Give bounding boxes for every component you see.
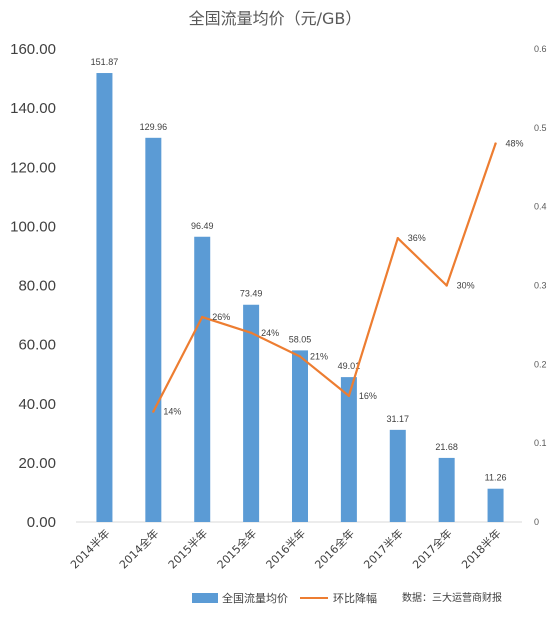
bar xyxy=(389,429,406,522)
bar-data-label: 21.68 xyxy=(435,442,458,452)
x-tick-label: 2016全年 xyxy=(312,526,357,571)
x-tick-label: 2015全年 xyxy=(214,526,259,571)
y-tick-label: 80.00 xyxy=(18,278,56,295)
line-point xyxy=(445,284,448,287)
line-data-labels: 14% 26% 24% 21% 16% 36% 30% 48% xyxy=(163,139,523,417)
bar xyxy=(145,137,162,522)
bar xyxy=(243,304,260,522)
x-tick-label: 2015半年 xyxy=(165,526,210,571)
line-data-label: 36% xyxy=(408,233,426,243)
y-axis-right: 0 0.1 0.2 0.3 0.4 0.5 0.6 xyxy=(534,44,547,527)
bar-data-label: 49.01 xyxy=(338,361,361,371)
bar-data-label: 151.87 xyxy=(91,57,119,67)
bar-data-label: 58.05 xyxy=(289,334,312,344)
legend: 全国流量均价 环比降幅 xyxy=(192,591,377,605)
y2-tick-label: 0.4 xyxy=(534,202,547,212)
bar-data-label: 73.49 xyxy=(240,289,263,299)
x-tick-label: 2014全年 xyxy=(116,526,161,571)
legend-line-label: 环比降幅 xyxy=(333,591,377,605)
y-tick-label: 60.00 xyxy=(18,337,56,354)
x-tick-label: 2017半年 xyxy=(361,526,406,571)
line-data-label: 30% xyxy=(457,281,475,291)
bar-data-label: 96.49 xyxy=(191,221,214,231)
y-tick-label: 20.00 xyxy=(18,455,56,472)
line-series xyxy=(152,142,497,413)
line-point xyxy=(298,355,302,358)
legend-bar-swatch xyxy=(192,593,218,603)
line-point xyxy=(396,237,399,240)
bar xyxy=(438,457,455,522)
legend-bar-label: 全国流量均价 xyxy=(222,591,288,605)
y2-tick-label: 0.2 xyxy=(534,359,547,369)
y2-tick-label: 0.6 xyxy=(534,44,547,54)
line-point xyxy=(152,410,155,413)
bar-data-label: 129.96 xyxy=(140,122,168,132)
line-point xyxy=(347,394,351,398)
y-tick-label: 100.00 xyxy=(10,218,56,235)
line-point xyxy=(494,142,497,145)
x-tick-label: 2017全年 xyxy=(410,526,455,571)
bar xyxy=(292,350,308,522)
y-tick-label: 0.00 xyxy=(27,514,56,531)
y-axis-left: 0.00 20.00 40.00 60.00 80.00 100.00 120.00 140.… xyxy=(10,41,56,531)
y-tick-label: 40.00 xyxy=(18,396,56,413)
y-tick-label: 140.00 xyxy=(10,100,56,117)
y2-tick-label: 0 xyxy=(534,517,539,527)
line-data-label: 24% xyxy=(261,328,279,338)
bar-data-label: 11.26 xyxy=(485,473,507,483)
bar-data-label: 31.17 xyxy=(387,414,410,424)
line-point xyxy=(249,331,253,334)
x-tick-label: 2018半年 xyxy=(458,526,503,571)
x-tick-label: 2016半年 xyxy=(263,526,308,571)
x-tick-label: 2014半年 xyxy=(67,526,112,571)
line-path xyxy=(152,143,497,413)
y-tick-label: 160.00 xyxy=(10,41,56,58)
x-axis-labels: 2014半年 2014全年 2015半年 2015全年 2016半年 2016全年 2017… xyxy=(67,526,503,571)
chart-title: 全国流量均价（元/GB） xyxy=(189,9,362,28)
line-point xyxy=(201,315,204,319)
source-note: 数据：三大运营商财报 xyxy=(402,591,502,604)
bar xyxy=(194,236,211,522)
bar xyxy=(340,377,357,522)
line-data-label: 21% xyxy=(310,351,328,361)
bar xyxy=(96,73,113,523)
line-data-label: 14% xyxy=(163,407,181,417)
y-tick-label: 120.00 xyxy=(10,159,56,176)
y2-tick-label: 0.3 xyxy=(534,281,547,291)
y2-tick-label: 0.1 xyxy=(534,438,547,448)
bar xyxy=(487,488,504,522)
bar-data-labels: 151.87 129.96 96.49 73.49 58.05 49.01 31.17 21.… xyxy=(91,57,507,483)
bar-series xyxy=(96,73,504,523)
y2-tick-label: 0.5 xyxy=(534,123,547,133)
line-data-label: 16% xyxy=(359,391,377,401)
line-data-label: 48% xyxy=(506,139,524,149)
line-data-label: 26% xyxy=(212,312,230,322)
